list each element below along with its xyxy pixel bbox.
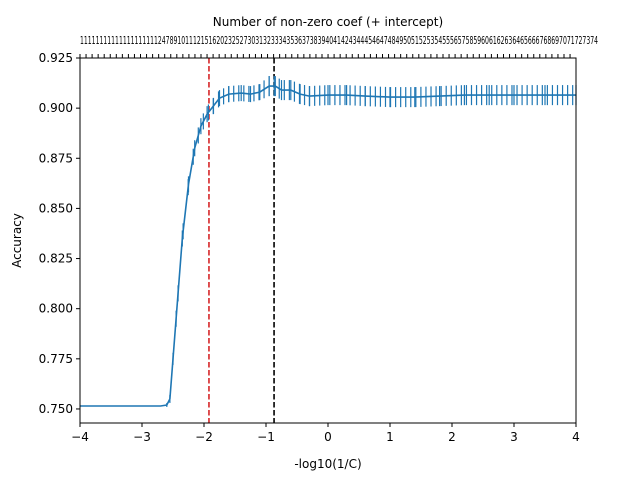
y-tick-label: 0.900 — [39, 101, 73, 115]
top-axis-tick-labels: 1111111111111111111124789101112151620232… — [80, 35, 598, 47]
top-axis-ticks — [79, 54, 571, 58]
y-tick-label: 0.775 — [39, 352, 73, 366]
y-tick-label: 0.875 — [39, 151, 73, 165]
plot-area — [80, 58, 576, 423]
x-tick-label: 1 — [386, 430, 394, 444]
y-axis-label: Accuracy — [10, 213, 24, 268]
y-tick-label: 0.925 — [39, 51, 73, 65]
y-tick-label: 0.800 — [39, 302, 73, 316]
x-tick-label: −4 — [71, 430, 89, 444]
x-tick-label: −1 — [257, 430, 275, 444]
x-tick-label: 2 — [448, 430, 456, 444]
y-axis: 0.750 0.775 0.800 0.825 0.850 0.875 0.900 0.925 — [39, 51, 80, 416]
series-layer — [80, 76, 577, 407]
y-tick-label: 0.750 — [39, 402, 73, 416]
y-tick-label: 0.825 — [39, 252, 73, 266]
series-line — [80, 85, 576, 407]
x-tick-label: 4 — [572, 430, 580, 444]
x-tick-label: 3 — [510, 430, 518, 444]
x-tick-label: −3 — [133, 430, 151, 444]
y-tick-label: 0.850 — [39, 201, 73, 215]
x-tick-label: 0 — [324, 430, 332, 444]
chart-title: Number of non-zero coef (+ intercept) — [213, 15, 443, 29]
x-tick-label: −2 — [195, 430, 213, 444]
x-axis: −4 −3 −2 −1 0 1 2 3 4 — [71, 423, 580, 444]
x-axis-label: -log10(1/C) — [294, 457, 361, 471]
